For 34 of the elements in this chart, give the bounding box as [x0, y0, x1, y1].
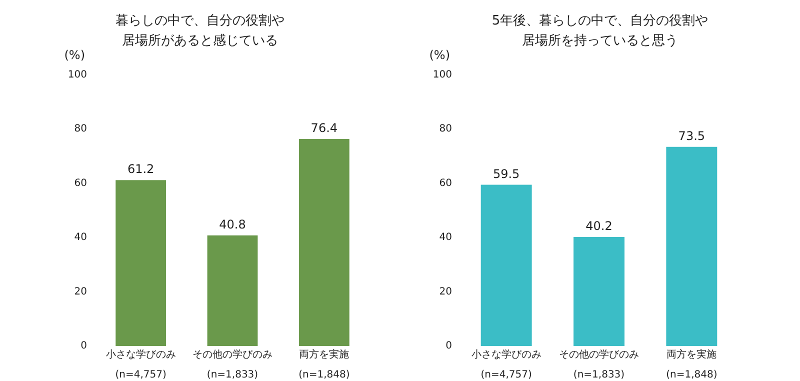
x-tick-label: 小さな学びのみ (n=4,757)	[471, 348, 542, 380]
y-tick-label: 0	[446, 340, 452, 352]
y-tick-label: 20	[439, 286, 452, 298]
y-tick-label: 80	[74, 124, 87, 135]
y-tick-label: 0	[80, 340, 87, 352]
y-axis-title: (%)	[64, 48, 85, 62]
y-tick-label: 60	[74, 178, 87, 189]
y-tick-label: 40	[74, 232, 87, 244]
chart-title: 5年後、暮らしの中で、自分の役割や居場所を持っていると思う	[492, 14, 708, 48]
bar	[480, 184, 532, 346]
x-tick-label: 両方を実施 (n=1,848)	[666, 348, 718, 380]
y-tick-label: 40	[439, 232, 452, 244]
x-tick-label: 両方を実施 (n=1,848)	[298, 348, 350, 380]
bar	[574, 237, 624, 346]
chart-title: 暮らしの中で、自分の役割や居場所があると感じている	[116, 14, 284, 48]
x-tick-label: その他の学びのみ (n=1,833)	[559, 348, 639, 380]
y-axis-title: (%)	[429, 48, 450, 62]
x-tick-label: 小さな学びのみ (n=4,757)	[106, 348, 176, 380]
y-tick-label: 100	[432, 70, 452, 80]
data-label: 61.2	[127, 162, 154, 176]
bar	[207, 235, 258, 346]
data-label: 40.8	[219, 217, 246, 232]
bar	[666, 146, 718, 346]
data-label: 59.5	[492, 166, 520, 181]
data-label: 76.4	[310, 120, 338, 135]
bar	[298, 138, 350, 346]
data-label: 40.2	[586, 219, 612, 234]
x-tick-label: その他の学びのみ (n=1,833)	[192, 348, 272, 380]
y-tick-label: 60	[439, 178, 452, 189]
y-tick-label: 100	[68, 70, 87, 80]
y-tick-label: 20	[74, 286, 87, 298]
data-label: 73.5	[678, 128, 706, 143]
y-tick-label: 80	[439, 124, 452, 135]
bar	[116, 180, 166, 346]
